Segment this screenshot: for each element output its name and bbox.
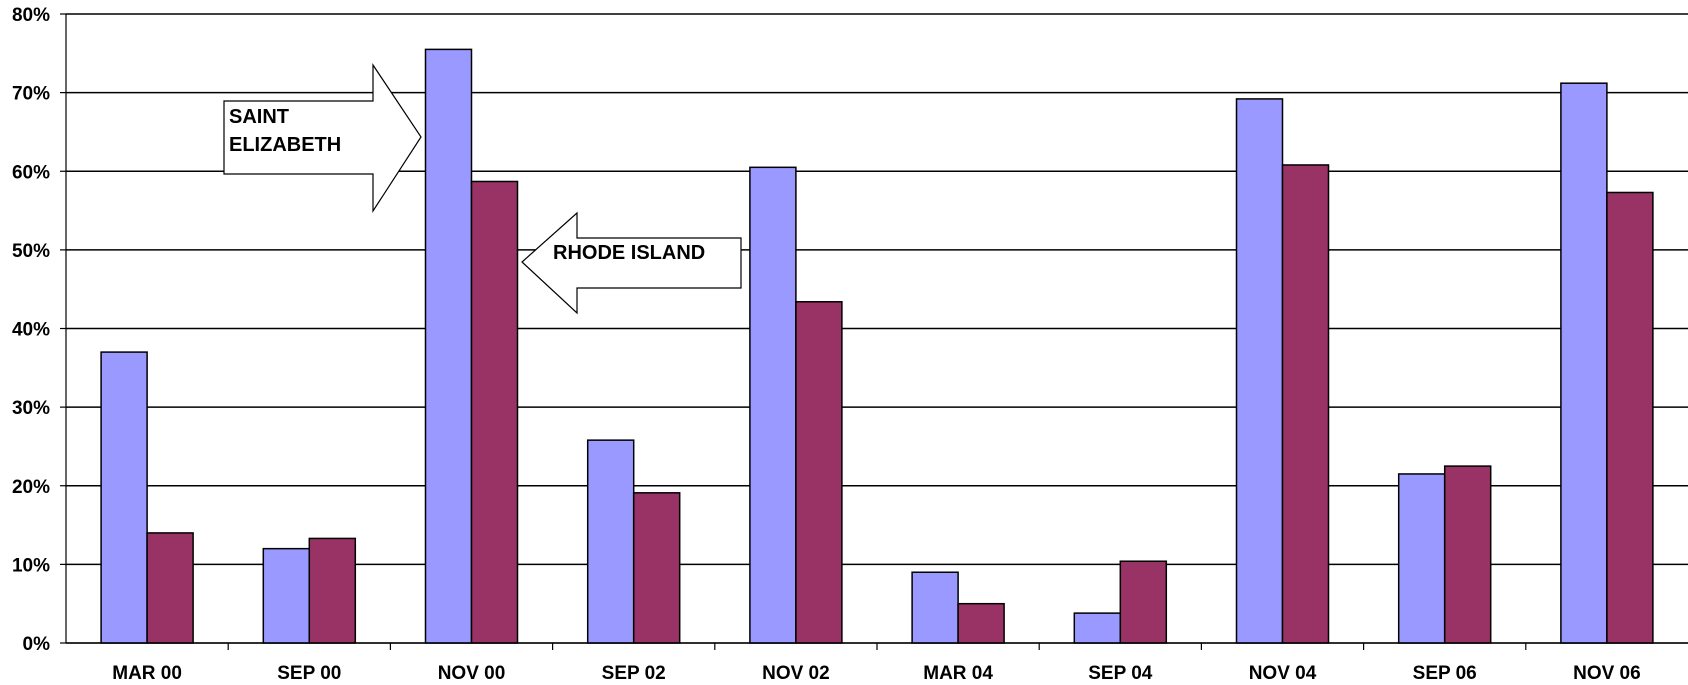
bar-series-1 (424, 48, 473, 644)
bar-series-1 (100, 351, 148, 644)
y-tick-label: 10% (12, 555, 50, 576)
bar-series-1 (262, 547, 311, 644)
right-arrow-callout-shape (223, 63, 422, 214)
x-tick-label: MAR 04 (923, 663, 993, 684)
bar-series-1 (1560, 82, 1608, 644)
bar-series-2 (1606, 191, 1654, 644)
bar-series-2 (957, 602, 1005, 644)
y-tick-label: 20% (12, 477, 50, 498)
bar-series-1 (1235, 98, 1284, 644)
y-tick-label: 80% (12, 5, 50, 26)
y-tick-label: 50% (12, 241, 50, 262)
callout-label-line-1: SAINT (229, 106, 289, 128)
bar-series-1 (1073, 612, 1122, 644)
bar-series-2 (308, 537, 357, 644)
bar-series-2 (1443, 465, 1492, 644)
x-tick-label: NOV 02 (762, 663, 830, 684)
callout-label: RHODE ISLAND (553, 242, 705, 264)
bar-series-1 (911, 571, 959, 644)
x-axis-tick-labels: MAR 00 SEP 00 NOV 00 SEP 02 NOV 02 MAR 04 SEP … (112, 663, 1640, 684)
y-tick-label: 40% (12, 320, 50, 341)
bar-series-1 (586, 439, 635, 644)
bar-series-1 (1397, 473, 1446, 644)
x-tick-label: NOV 00 (438, 663, 506, 684)
y-tick-label: 0% (23, 634, 51, 655)
bar-series-2 (1119, 560, 1168, 644)
saint-elizabeth-callout: SAINT ELIZABETH (223, 63, 422, 214)
x-tick-label: NOV 06 (1573, 663, 1641, 684)
bar-series-2 (470, 180, 519, 644)
rhode-island-callout: RHODE ISLAND (521, 211, 742, 315)
bar-series-2 (1281, 164, 1330, 644)
bar-series-2 (632, 492, 681, 644)
y-axis-tick-labels: 0% 10% 20% 30% 40% 50% 60% 70% 80% (12, 5, 50, 655)
callout-label-line-2: ELIZABETH (229, 134, 341, 156)
x-tick-label: SEP 02 (602, 663, 666, 684)
y-tick-label: 70% (12, 84, 50, 105)
bar-series-2 (795, 301, 843, 644)
bar-series-2 (146, 532, 194, 644)
axes (60, 13, 1688, 650)
y-tick-label: 60% (12, 162, 50, 183)
bar-series-1 (749, 166, 797, 644)
x-tick-label: SEP 04 (1088, 663, 1153, 684)
y-tick-label: 30% (12, 398, 50, 419)
x-tick-label: SEP 00 (277, 663, 341, 684)
x-tick-label: MAR 00 (112, 663, 182, 684)
bars (100, 48, 1654, 644)
x-tick-label: NOV 04 (1249, 663, 1317, 684)
x-tick-label: SEP 06 (1413, 663, 1477, 684)
left-arrow-callout-shape (521, 211, 742, 315)
